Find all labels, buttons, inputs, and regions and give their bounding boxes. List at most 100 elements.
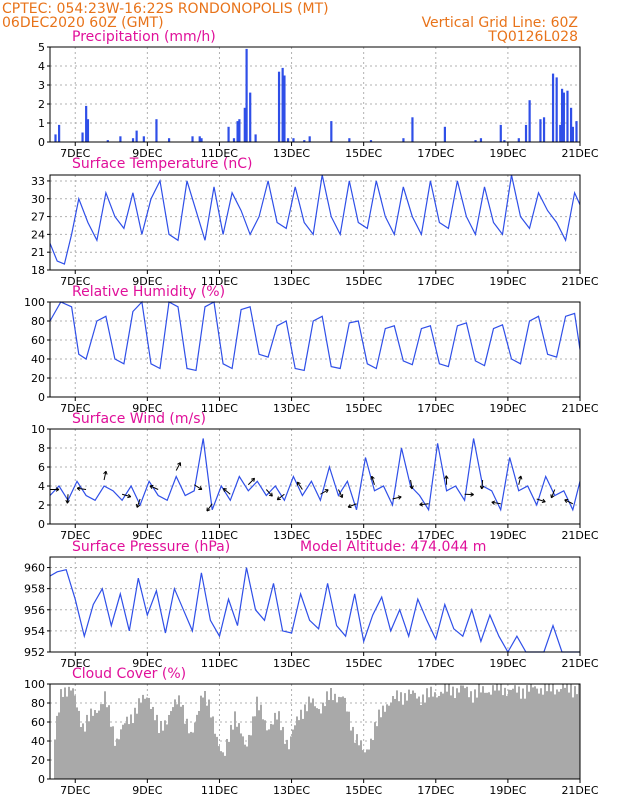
cloud-bar <box>478 684 480 779</box>
precip-xtick-label: 17DEC <box>417 147 454 160</box>
cloud-bar <box>554 694 556 779</box>
cloud-bar <box>226 738 228 779</box>
wind-arrow <box>223 488 231 495</box>
cloud-bar <box>562 684 564 779</box>
precip-bar <box>54 134 57 142</box>
wind-arrow <box>206 503 213 512</box>
cloud-bar <box>262 719 264 779</box>
precip-bar <box>303 140 306 142</box>
cloud-xtick-label: 17DEC <box>417 784 454 797</box>
cloud-bar <box>490 694 492 779</box>
cloud-bar <box>356 734 358 779</box>
precip-ytick-label: 5 <box>38 41 45 54</box>
wind-arrow-head <box>409 485 414 490</box>
wind-arrow-head <box>397 495 402 500</box>
cloud-bar <box>68 686 70 779</box>
cloud-bar <box>514 685 516 779</box>
cloud-bar <box>442 693 444 779</box>
cloud-bar <box>364 752 366 779</box>
precip-bar <box>575 121 578 142</box>
wind-arrow <box>481 479 484 490</box>
cloud-bar <box>160 720 162 779</box>
precip-xtick-label: 9DEC <box>132 147 162 160</box>
humidity-xtick-label: 21DEC <box>561 402 598 415</box>
cloud-bar <box>248 734 250 779</box>
cloud-bar <box>324 706 326 779</box>
cloud-bar <box>434 692 436 779</box>
cloud-bar <box>548 684 550 779</box>
cloud-bar <box>398 701 400 779</box>
panels-group: Precipitation (mm/h) 0 1 2 3 4 5 7DEC 9DEC 11DEC 1… <box>24 29 599 797</box>
wind-arrow <box>564 499 574 505</box>
cloud-bar <box>118 739 120 779</box>
precip-ytick-label: 1 <box>38 117 45 130</box>
cloud-bar <box>298 720 300 779</box>
precip-ytick-label: 3 <box>38 79 45 92</box>
cloud-bar <box>164 720 166 779</box>
temperature-ytick-label: 24 <box>31 228 45 241</box>
precip-bar <box>443 126 446 142</box>
wind-arrow <box>320 489 329 495</box>
precip-bar <box>292 138 295 142</box>
cloud-bar <box>200 695 202 779</box>
wind-arrow <box>149 485 159 490</box>
precip-title: Precipitation (mm/h) <box>72 29 216 45</box>
wind-arrow <box>66 494 69 504</box>
cloud-bar <box>286 739 288 779</box>
cloud-bar <box>218 746 220 779</box>
cloud-bar <box>436 697 438 779</box>
wind-arrow <box>491 501 501 505</box>
cloud-bar <box>92 715 94 779</box>
cloud-bar <box>420 704 422 779</box>
wind-arrow-head <box>251 477 256 482</box>
precip-bar <box>308 136 311 142</box>
cloud-bar <box>214 733 216 779</box>
wind-arrow-head <box>276 496 281 501</box>
cloud-bar <box>80 726 82 779</box>
cloud-bar <box>266 730 268 779</box>
precip-bar <box>167 138 171 142</box>
cloud-bar <box>574 686 576 779</box>
temperature-panel: Surface Temperature (nC) 18 21 24 27 30 33 7DEC… <box>31 156 599 288</box>
cloud-bar <box>388 705 390 779</box>
wind-arrow-head <box>444 475 449 480</box>
cloud-bar <box>256 696 258 779</box>
cloud-ytick-label: 60 <box>31 716 45 729</box>
cloud-bar <box>76 707 78 779</box>
cloud-bar <box>404 693 406 779</box>
humidity-xtick-label: 19DEC <box>489 402 526 415</box>
cloud-title: Cloud Cover (%) <box>72 666 186 682</box>
wind-arrow <box>265 489 273 497</box>
cloud-bar <box>390 702 392 779</box>
cloud-bar <box>268 729 270 779</box>
precip-xtick-label: 21DEC <box>561 147 598 160</box>
precip-bar <box>474 140 477 142</box>
precip-bar <box>86 119 90 142</box>
wind-arrow-head <box>491 500 496 505</box>
cloud-bar <box>500 684 502 779</box>
cloud-bar <box>290 736 292 779</box>
cloud-bar <box>516 692 518 779</box>
cloud-bar <box>234 711 236 779</box>
cloud-bar <box>216 736 218 779</box>
cloud-bar <box>466 686 468 779</box>
cloud-bar <box>406 700 408 779</box>
cloud-bar <box>98 710 100 779</box>
cloud-bar <box>142 694 144 779</box>
cloud-bar <box>452 686 454 779</box>
cloud-bar <box>508 689 510 779</box>
wind-arrow <box>419 503 429 506</box>
humidity-xtick-label: 15DEC <box>345 402 382 415</box>
wind-arrow-head <box>268 492 273 497</box>
cloud-bar <box>204 690 206 779</box>
wind-arrow <box>296 481 303 490</box>
precip-bar <box>524 124 528 142</box>
cloud-bar <box>350 730 352 779</box>
cloud-bar <box>456 688 458 779</box>
precip-xtick-label: 11DEC <box>201 147 238 160</box>
pressure-xtick-label: 21DEC <box>561 657 598 670</box>
cloud-bar <box>352 726 354 779</box>
cloud-bar <box>194 722 196 779</box>
cloud-bar <box>448 684 450 779</box>
cloud-bar <box>202 697 204 779</box>
